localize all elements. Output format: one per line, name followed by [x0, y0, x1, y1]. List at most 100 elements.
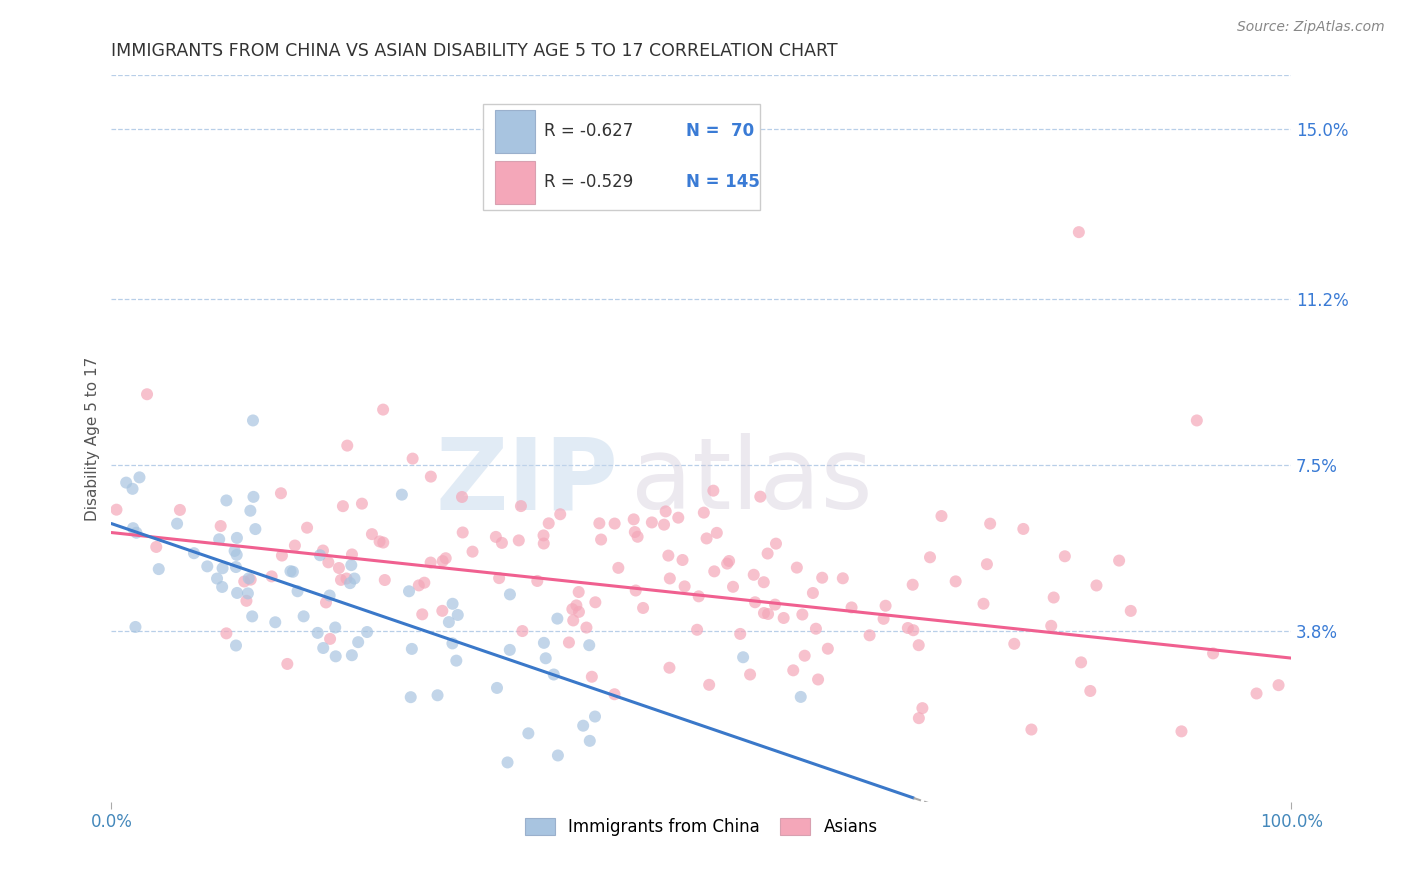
Point: [603, 516, 626, 531]
Point: [547, 748, 569, 763]
Point: [572, 719, 595, 733]
Point: [295, 521, 318, 535]
Point: [284, 539, 307, 553]
Point: [315, 595, 337, 609]
Point: [817, 641, 839, 656]
Text: IMMIGRANTS FROM CHINA VS ASIAN DISABILITY AGE 5 TO 17 CORRELATION CHART: IMMIGRANTS FROM CHINA VS ASIAN DISABILIT…: [111, 42, 838, 60]
Point: [790, 690, 813, 704]
Point: [561, 602, 583, 616]
Point: [446, 654, 468, 668]
Point: [756, 547, 779, 561]
Point: [1085, 578, 1108, 592]
Point: [1067, 225, 1090, 239]
Point: [688, 590, 710, 604]
Point: [716, 557, 738, 571]
Point: [1002, 637, 1025, 651]
Point: [319, 632, 342, 646]
Point: [686, 623, 709, 637]
Point: [756, 607, 779, 621]
Point: [903, 624, 925, 638]
Point: [578, 734, 600, 748]
Text: Source: ZipAtlas.com: Source: ZipAtlas.com: [1237, 20, 1385, 34]
FancyBboxPatch shape: [484, 104, 761, 210]
Point: [245, 522, 267, 536]
Point: [145, 540, 167, 554]
Point: [270, 486, 292, 500]
Point: [437, 615, 460, 629]
Point: [287, 584, 309, 599]
Point: [242, 490, 264, 504]
Point: [122, 521, 145, 535]
Point: [1012, 522, 1035, 536]
Point: [918, 550, 941, 565]
Point: [738, 667, 761, 681]
Point: [658, 661, 681, 675]
Point: [533, 536, 555, 550]
Point: [264, 615, 287, 630]
Point: [373, 535, 395, 549]
Point: [312, 640, 335, 655]
Point: [361, 527, 384, 541]
Point: [318, 589, 340, 603]
Point: [583, 709, 606, 723]
Point: [330, 573, 353, 587]
Point: [945, 574, 967, 589]
Point: [624, 583, 647, 598]
Point: [858, 628, 880, 642]
Point: [793, 648, 815, 663]
Point: [652, 517, 675, 532]
Text: atlas: atlas: [630, 434, 872, 531]
Point: [1185, 413, 1208, 427]
Point: [591, 533, 613, 547]
Point: [510, 499, 533, 513]
Point: [1170, 724, 1192, 739]
Point: [169, 503, 191, 517]
Point: [907, 638, 929, 652]
Point: [631, 601, 654, 615]
Point: [240, 609, 263, 624]
Point: [1202, 647, 1225, 661]
Point: [657, 549, 679, 563]
Point: [399, 690, 422, 705]
Point: [696, 532, 718, 546]
Point: [811, 571, 834, 585]
Point: [979, 516, 1001, 531]
Point: [801, 586, 824, 600]
Point: [1119, 604, 1142, 618]
Point: [673, 579, 696, 593]
Point: [281, 565, 304, 579]
Point: [238, 571, 260, 585]
Point: [125, 525, 148, 540]
Point: [1246, 686, 1268, 700]
Point: [226, 586, 249, 600]
Legend: Immigrants from China, Asians: Immigrants from China, Asians: [517, 809, 886, 844]
Point: [872, 612, 894, 626]
Point: [128, 470, 150, 484]
Point: [603, 687, 626, 701]
Point: [804, 622, 827, 636]
Point: [485, 681, 508, 695]
Point: [671, 553, 693, 567]
Point: [607, 561, 630, 575]
Point: [336, 439, 359, 453]
Point: [1078, 684, 1101, 698]
Point: [242, 413, 264, 427]
Point: [391, 488, 413, 502]
Point: [641, 516, 664, 530]
Point: [706, 525, 728, 540]
Point: [323, 620, 346, 634]
Point: [742, 567, 765, 582]
Point: [350, 497, 373, 511]
Point: [356, 625, 378, 640]
Point: [426, 688, 449, 702]
Point: [451, 525, 474, 540]
Point: [195, 559, 218, 574]
Point: [328, 561, 350, 575]
Point: [461, 544, 484, 558]
Point: [115, 475, 138, 490]
Point: [166, 516, 188, 531]
Text: N = 145: N = 145: [686, 173, 759, 192]
Point: [239, 504, 262, 518]
Point: [908, 711, 931, 725]
Point: [340, 558, 363, 573]
